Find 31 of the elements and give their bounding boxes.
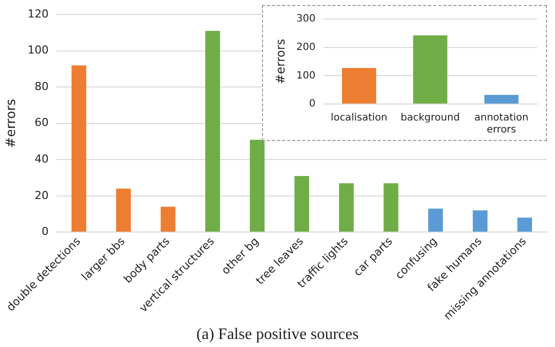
y-tick-label: 120 <box>28 7 49 20</box>
bar <box>484 94 518 104</box>
bar <box>72 65 86 232</box>
bar <box>205 30 220 232</box>
bar <box>428 208 443 232</box>
bar <box>472 210 488 232</box>
x-tick-label: background <box>400 112 460 124</box>
bar <box>250 140 265 232</box>
y-axis-title: #errors <box>4 98 20 148</box>
y-tick-label: 0 <box>42 225 49 238</box>
bar <box>116 188 131 232</box>
x-tick-label: annotation errors <box>474 112 528 136</box>
y-axis-title: #errors <box>273 38 288 84</box>
y-tick-label: 40 <box>34 152 49 166</box>
bar <box>413 35 448 104</box>
bar <box>339 183 354 232</box>
y-tick-label: 0 <box>309 98 316 110</box>
y-tick-label: 200 <box>296 42 316 53</box>
bar <box>517 218 532 232</box>
bar <box>294 176 310 232</box>
y-tick-label: 20 <box>34 188 49 202</box>
y-tick-label: 100 <box>296 70 316 82</box>
y-tick-label: 100 <box>28 44 49 57</box>
bar <box>342 68 376 104</box>
y-tick-label: 300 <box>296 14 316 25</box>
y-tick-label: 80 <box>34 80 49 93</box>
bar <box>160 206 176 232</box>
text: (a) False positive sources <box>195 326 360 344</box>
y-tick-label: 60 <box>34 116 49 130</box>
x-tick-label: localisation <box>330 112 388 124</box>
bar <box>384 183 398 232</box>
